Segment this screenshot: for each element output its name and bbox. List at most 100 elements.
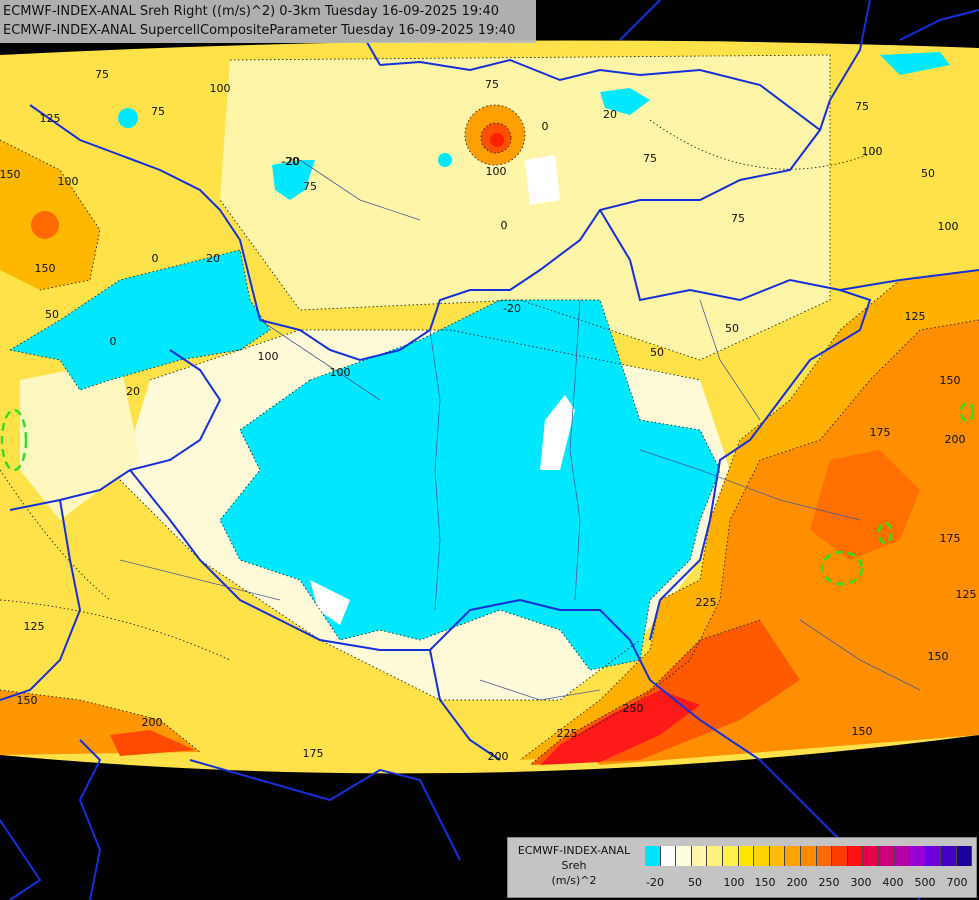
contour-label: 50 (725, 322, 739, 335)
contour-label: 200 (488, 750, 509, 763)
legend-swatch (894, 846, 911, 866)
legend-swatch (785, 846, 801, 866)
legend-title-line1: ECMWF-INDEX-ANAL (517, 844, 631, 857)
contour-label: 175 (940, 532, 961, 545)
legend-tick-labels: -20 50 100 150 200 250 300 400 500 700 (645, 876, 973, 890)
legend-swatch (691, 846, 708, 866)
contour-label: -20 (282, 155, 300, 168)
legend-swatch (863, 846, 879, 866)
contour-label: 0 (542, 120, 549, 133)
contour-label: -20 (281, 155, 299, 168)
contour-label: 100 (210, 82, 231, 95)
contour-label: 20 (206, 252, 220, 265)
map-title-box: ECMWF-INDEX-ANAL Sreh Right ((m/s)^2) 0-… (0, 0, 536, 43)
legend-tick: 200 (786, 876, 808, 889)
legend-color-scale (645, 846, 973, 866)
legend-tick: 300 (850, 876, 872, 889)
legend-tick: 100 (723, 876, 745, 889)
contour-label: 100 (938, 220, 959, 233)
field-negative-small4 (438, 153, 452, 167)
contour-label: 100 (58, 175, 79, 188)
field-negative-central (220, 300, 720, 670)
contour-label: 125 (40, 112, 61, 125)
legend-tick: 150 (754, 876, 776, 889)
field-negative-small2 (880, 52, 950, 75)
legend-swatch (738, 846, 755, 866)
map-title-scp: ECMWF-INDEX-ANAL SupercellCompositeParam… (3, 23, 516, 38)
field-peak-north-core (490, 133, 504, 147)
field-negative-west (10, 250, 270, 390)
field-white-north (525, 155, 560, 205)
legend-tick: 500 (914, 876, 936, 889)
legend-swatch (754, 846, 770, 866)
contour-label: 150 (928, 650, 949, 663)
legend-title-line2: Sreh (561, 859, 587, 872)
field-high-east-inner (570, 320, 979, 765)
legend-swatch (769, 846, 786, 866)
contour-label: 200 (142, 716, 163, 729)
contour-label: 200 (945, 433, 966, 446)
contour-label: 175 (870, 426, 891, 439)
field-pale-north (220, 55, 830, 360)
contour-label: 150 (35, 262, 56, 275)
contour-label: 100 (330, 366, 351, 379)
contour-label: 50 (921, 167, 935, 180)
contour-label: 75 (731, 212, 745, 225)
legend-title: ECMWF-INDEX-ANAL Sreh (m/s)^2 (508, 843, 640, 888)
field-negative-small1 (600, 88, 650, 115)
legend-swatch (910, 846, 926, 866)
contour-label: 75 (485, 78, 499, 91)
contour-label: 125 (905, 310, 926, 323)
field-negative-north (272, 160, 315, 200)
contour-label: 225 (696, 596, 717, 609)
contour-label: 175 (303, 747, 324, 760)
contour-label: 20 (603, 108, 617, 121)
contour-label: 225 (557, 727, 578, 740)
legend-swatch (816, 846, 833, 866)
field-white-south (310, 580, 350, 625)
contour-label: 75 (303, 180, 317, 193)
rivers (119, 159, 921, 701)
field-pale-west (20, 360, 140, 520)
legend-swatch (941, 846, 957, 866)
field-peak-southeast (540, 690, 700, 765)
field-peak-northwest (31, 211, 59, 239)
legend-swatch (832, 846, 848, 866)
contour-label: 75 (643, 152, 657, 165)
legend-swatch (645, 846, 661, 866)
contour-label: 150 (940, 374, 961, 387)
field-high-east-patch (810, 450, 920, 560)
contour-label: 75 (855, 100, 869, 113)
contour-label: 150 (852, 725, 873, 738)
legend-swatch (847, 846, 864, 866)
legend-swatch (660, 846, 677, 866)
contour-label: 75 (95, 68, 109, 81)
contour-label: 75 (151, 105, 165, 118)
scp-contours (0, 401, 975, 586)
contour-label: 20 (126, 385, 140, 398)
map-title-sreh: ECMWF-INDEX-ANAL Sreh Right ((m/s)^2) 0-… (3, 4, 500, 19)
contour-label: 150 (0, 168, 21, 181)
contour-label: 50 (45, 308, 59, 321)
legend-swatch (956, 846, 973, 866)
legend-tick: 250 (818, 876, 840, 889)
contour-label: 0 (501, 219, 508, 232)
legend-tick: 700 (946, 876, 968, 889)
contour-label: -20 (503, 302, 521, 315)
legend-swatch (925, 846, 942, 866)
field-peak-southwest (110, 730, 195, 756)
color-legend: ECMWF-INDEX-ANAL Sreh (m/s)^2 -20 50 100 15… (507, 837, 977, 898)
field-white-core (540, 395, 575, 470)
contour-label: 125 (24, 620, 45, 633)
contour-label: 125 (956, 588, 977, 601)
contour-label: 0 (110, 335, 117, 348)
legend-swatch (722, 846, 739, 866)
legend-title-line3: (m/s)^2 (551, 874, 597, 887)
contour-label: 100 (862, 145, 883, 158)
contour-label: 250 (623, 702, 644, 715)
legend-tick: 50 (688, 876, 702, 889)
legend-swatch (676, 846, 692, 866)
legend-tick: 400 (882, 876, 904, 889)
